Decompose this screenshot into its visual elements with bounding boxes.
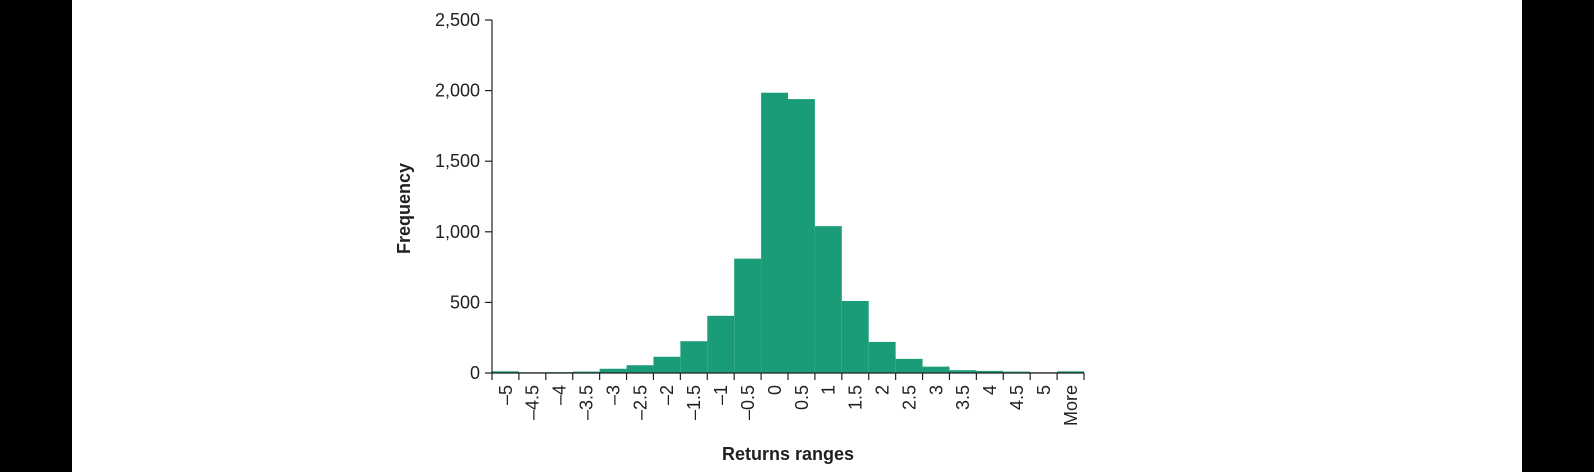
bar-10 [761,92,788,373]
x-tick-label-7: –1.5 [684,385,704,420]
x-tick-label-12: 1 [819,385,839,395]
bar-14 [868,341,896,373]
x-tick-label-13: 1.5 [846,385,866,410]
bar-4 [599,368,627,373]
x-tick-label-1: –4.5 [523,385,543,420]
x-tick-label-6: –2 [657,385,677,405]
y-tick-label-3: 1,500 [435,151,480,171]
x-tick-label-11: 0.5 [792,385,812,410]
y-ticks-group: 0 500 1,000 1,500 2,000 2,500 [435,10,492,383]
x-tick-label-15: 2.5 [899,385,919,410]
x-tick-label-2: –4 [550,385,570,405]
bar-15 [895,358,923,373]
x-axis-title: Returns ranges [722,444,854,464]
x-tick-label-16: 3 [926,385,946,395]
bar-3 [572,371,600,373]
x-tick-label-17: 3.5 [953,385,973,410]
x-tick-label-20: 5 [1034,385,1054,395]
bar-19 [1003,371,1031,373]
bar-6 [653,356,681,373]
bar-18 [976,370,1004,373]
bar-5 [626,365,654,373]
bar-12 [814,226,842,373]
y-tick-label-4: 2,000 [435,81,480,101]
bar-0 [492,371,519,373]
bar-8 [707,315,735,373]
x-tick-label-14: 2 [872,385,892,395]
x-ticks-group: –5 –4.5 –4 –3.5 –3 –2.5 –2 –1.5 –1 –0.5 0 0.5 1 1.5 2 2… [491,373,1085,426]
y-axis-title: Frequency [394,163,414,254]
y-tick-label-2: 1,000 [435,222,480,242]
x-tick-label-9: –0.5 [738,385,758,420]
x-tick-label-5: –2.5 [630,385,650,420]
x-tick-label-4: –3 [603,385,623,405]
bars-group [492,92,1084,374]
bar-11 [788,99,815,374]
x-tick-label-18: 4 [980,385,1000,395]
bar-21 [1057,371,1084,373]
x-tick-label-19: 4.5 [1007,385,1027,410]
y-tick-label-5: 2,500 [435,10,480,30]
x-tick-label-3: –3.5 [576,385,596,420]
x-tick-label-8: –1 [711,385,731,405]
y-tick-label-1: 500 [450,292,480,312]
y-tick-label-0: 0 [470,363,480,383]
bar-17 [949,370,977,373]
bar-7 [680,341,708,373]
bar-16 [922,366,950,373]
x-tick-label-10: 0 [765,385,785,395]
bar-13 [841,300,869,373]
x-tick-label-0: –5 [496,385,516,405]
bar-9 [734,258,762,373]
x-tick-label-21: More [1061,385,1081,426]
